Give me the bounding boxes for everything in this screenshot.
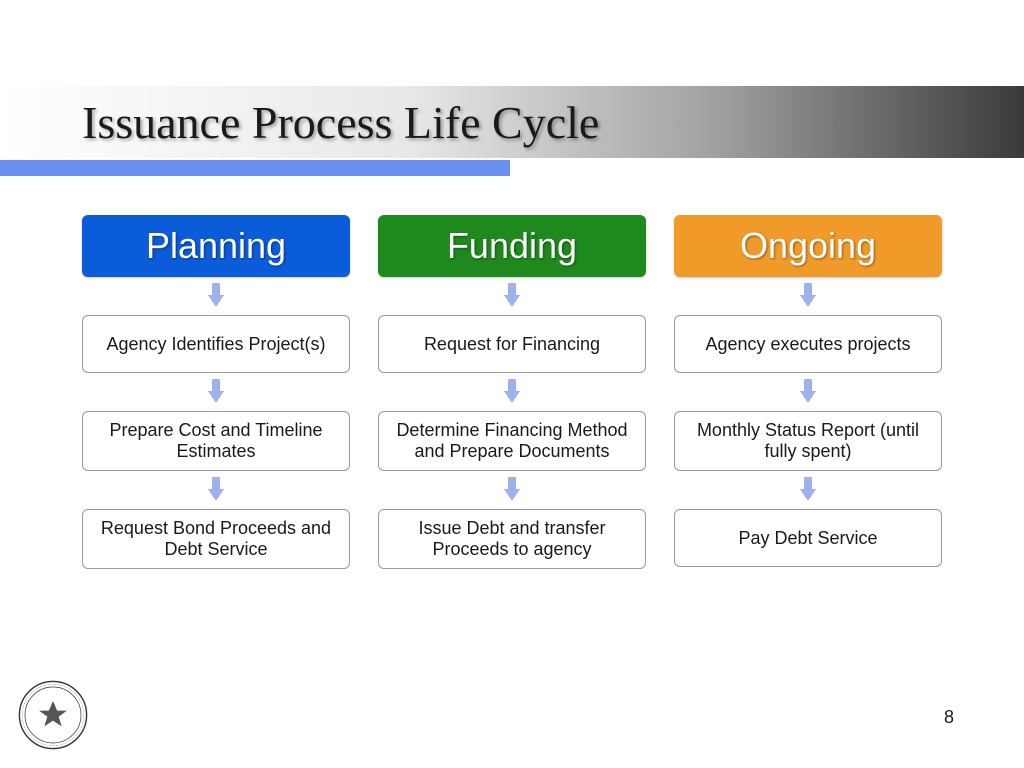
- step-box: Prepare Cost and Timeline Estimates: [82, 411, 350, 471]
- column-header-funding: Funding: [378, 215, 646, 277]
- step-box: Agency Identifies Project(s): [82, 315, 350, 373]
- arrow-down-icon: [800, 283, 816, 309]
- arrow-down-icon: [504, 477, 520, 503]
- arrow-down-icon: [208, 283, 224, 309]
- step-box: Request for Financing: [378, 315, 646, 373]
- step-box: Pay Debt Service: [674, 509, 942, 567]
- state-seal-icon: [18, 680, 88, 750]
- arrow-down-icon: [800, 379, 816, 405]
- page-title: Issuance Process Life Cycle: [82, 96, 599, 149]
- step-box: Monthly Status Report (until fully spent…: [674, 411, 942, 471]
- arrow-down-icon: [504, 379, 520, 405]
- header-band: Issuance Process Life Cycle: [0, 86, 1024, 158]
- column-funding: Funding Request for Financing Determine …: [378, 215, 646, 569]
- arrow-down-icon: [800, 477, 816, 503]
- column-ongoing: Ongoing Agency executes projects Monthly…: [674, 215, 942, 569]
- process-columns: Planning Agency Identifies Project(s) Pr…: [82, 215, 942, 569]
- arrow-down-icon: [208, 379, 224, 405]
- column-planning: Planning Agency Identifies Project(s) Pr…: [82, 215, 350, 569]
- arrow-down-icon: [504, 283, 520, 309]
- step-box: Request Bond Proceeds and Debt Service: [82, 509, 350, 569]
- column-header-planning: Planning: [82, 215, 350, 277]
- step-box: Agency executes projects: [674, 315, 942, 373]
- accent-bar: [0, 160, 510, 176]
- arrow-down-icon: [208, 477, 224, 503]
- column-header-ongoing: Ongoing: [674, 215, 942, 277]
- step-box: Issue Debt and transfer Proceeds to agen…: [378, 509, 646, 569]
- step-box: Determine Financing Method and Prepare D…: [378, 411, 646, 471]
- page-number: 8: [944, 707, 954, 728]
